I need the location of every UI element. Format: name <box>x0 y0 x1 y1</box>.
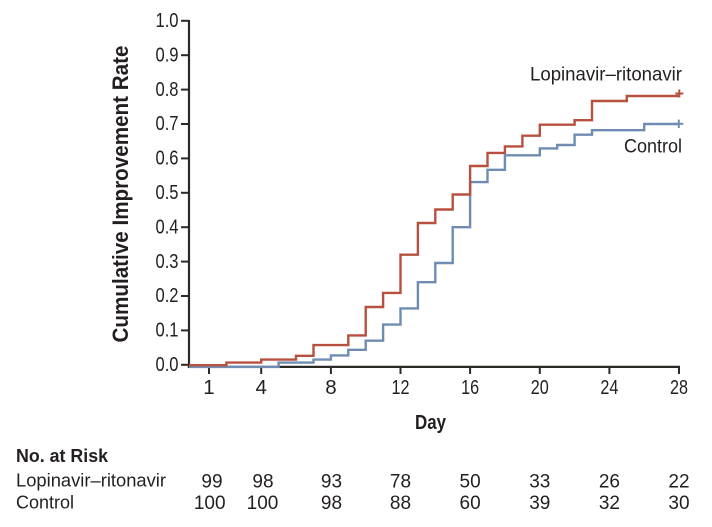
svg-text:0.6: 0.6 <box>156 148 179 170</box>
svg-text:60: 60 <box>460 493 481 514</box>
svg-text:Day: Day <box>415 412 447 434</box>
svg-text:0.8: 0.8 <box>156 79 179 101</box>
svg-text:Control: Control <box>16 493 74 513</box>
svg-text:28: 28 <box>670 376 688 399</box>
svg-text:No. at Risk: No. at Risk <box>16 446 109 466</box>
svg-text:0.1: 0.1 <box>156 320 179 342</box>
svg-text:0.7: 0.7 <box>156 113 179 135</box>
svg-text:33: 33 <box>529 472 550 493</box>
svg-text:98: 98 <box>252 472 273 493</box>
svg-text:98: 98 <box>321 493 342 514</box>
svg-text:0.2: 0.2 <box>156 285 179 307</box>
svg-text:99: 99 <box>201 472 222 493</box>
svg-text:100: 100 <box>194 493 226 514</box>
svg-text:20: 20 <box>531 376 549 399</box>
svg-text:Cumulative Improvement Rate: Cumulative Improvement Rate <box>108 46 133 343</box>
svg-text:0.9: 0.9 <box>156 44 179 66</box>
svg-text:24: 24 <box>600 376 618 399</box>
svg-text:12: 12 <box>392 376 410 399</box>
svg-text:22: 22 <box>668 472 689 493</box>
svg-text:4: 4 <box>255 376 266 399</box>
svg-text:32: 32 <box>599 493 620 514</box>
svg-text:39: 39 <box>529 493 550 514</box>
svg-text:0.5: 0.5 <box>156 182 179 204</box>
svg-text:0.0: 0.0 <box>156 354 179 376</box>
svg-text:50: 50 <box>460 472 481 493</box>
svg-text:30: 30 <box>668 493 689 514</box>
svg-text:88: 88 <box>390 493 411 514</box>
svg-text:8: 8 <box>325 376 336 399</box>
svg-text:93: 93 <box>321 472 342 493</box>
svg-text:Lopinavir–ritonavir: Lopinavir–ritonavir <box>530 64 682 86</box>
svg-text:Control: Control <box>624 136 682 158</box>
svg-text:0.3: 0.3 <box>156 251 179 273</box>
svg-text:26: 26 <box>599 472 620 493</box>
svg-text:100: 100 <box>247 493 279 514</box>
svg-text:1.0: 1.0 <box>156 10 179 32</box>
svg-text:Lopinavir–ritonavir: Lopinavir–ritonavir <box>16 471 166 491</box>
svg-text:16: 16 <box>461 376 479 399</box>
svg-text:1: 1 <box>203 376 214 399</box>
svg-text:0.4: 0.4 <box>156 216 179 238</box>
svg-text:78: 78 <box>390 472 411 493</box>
